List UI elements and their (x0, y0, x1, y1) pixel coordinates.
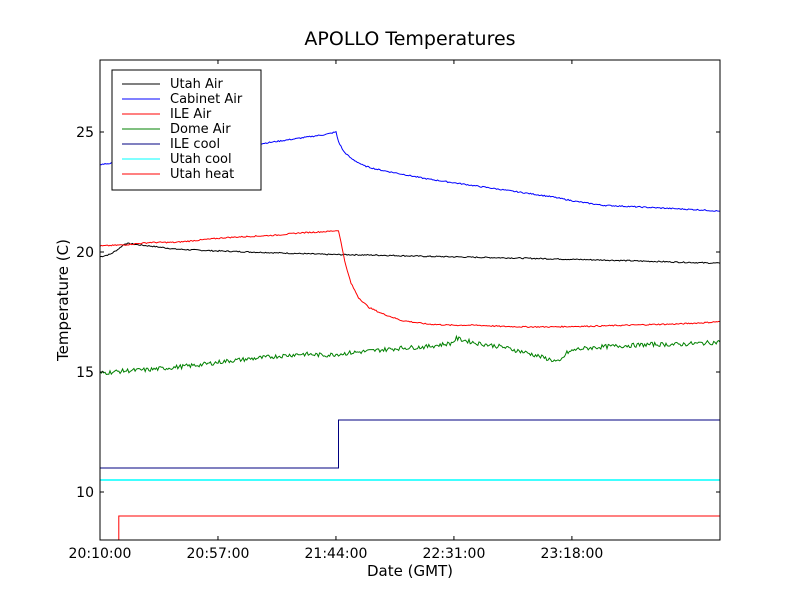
x-tick-label: 21:44:00 (305, 546, 368, 562)
legend-label-cabinet-air: Cabinet Air (170, 92, 243, 107)
x-axis-label: Date (GMT) (367, 562, 453, 580)
legend-label-utah-cool: Utah cool (170, 152, 232, 167)
ticks-layer: 20:10:00 20:57:00 21:44:00 22:31:00 23:18:00… (69, 60, 720, 562)
series-line-dome-air (100, 334, 720, 376)
series-line-ile-cool (100, 419, 720, 469)
y-axis-label: Temperature (C) (54, 239, 72, 362)
x-tick-label: 23:18:00 (540, 546, 603, 562)
x-tick-label: 20:57:00 (187, 546, 250, 562)
y-tick-label: 25 (76, 125, 94, 141)
series-line-ile-air (100, 230, 720, 329)
series-line-utah-air (100, 242, 720, 265)
plot-frame (99, 59, 721, 541)
legend-label-utah-air: Utah Air (170, 77, 223, 92)
legend-frame (111, 69, 262, 191)
legend-label-utah-heat: Utah heat (170, 167, 234, 182)
chart-title: APOLLO Temperatures (304, 28, 515, 50)
x-tick-label: 20:10:00 (69, 546, 132, 562)
x-tick-label: 22:31:00 (422, 546, 485, 562)
legend-label-ile-air: ILE Air (170, 107, 212, 122)
series-line-utah-heat (118, 515, 720, 540)
legend-label-dome-air: Dome Air (170, 122, 231, 137)
y-tick-label: 20 (76, 245, 94, 261)
legend-label-ile-cool: ILE cool (170, 137, 220, 152)
y-tick-label: 15 (76, 365, 94, 381)
y-tick-label: 10 (76, 485, 94, 501)
